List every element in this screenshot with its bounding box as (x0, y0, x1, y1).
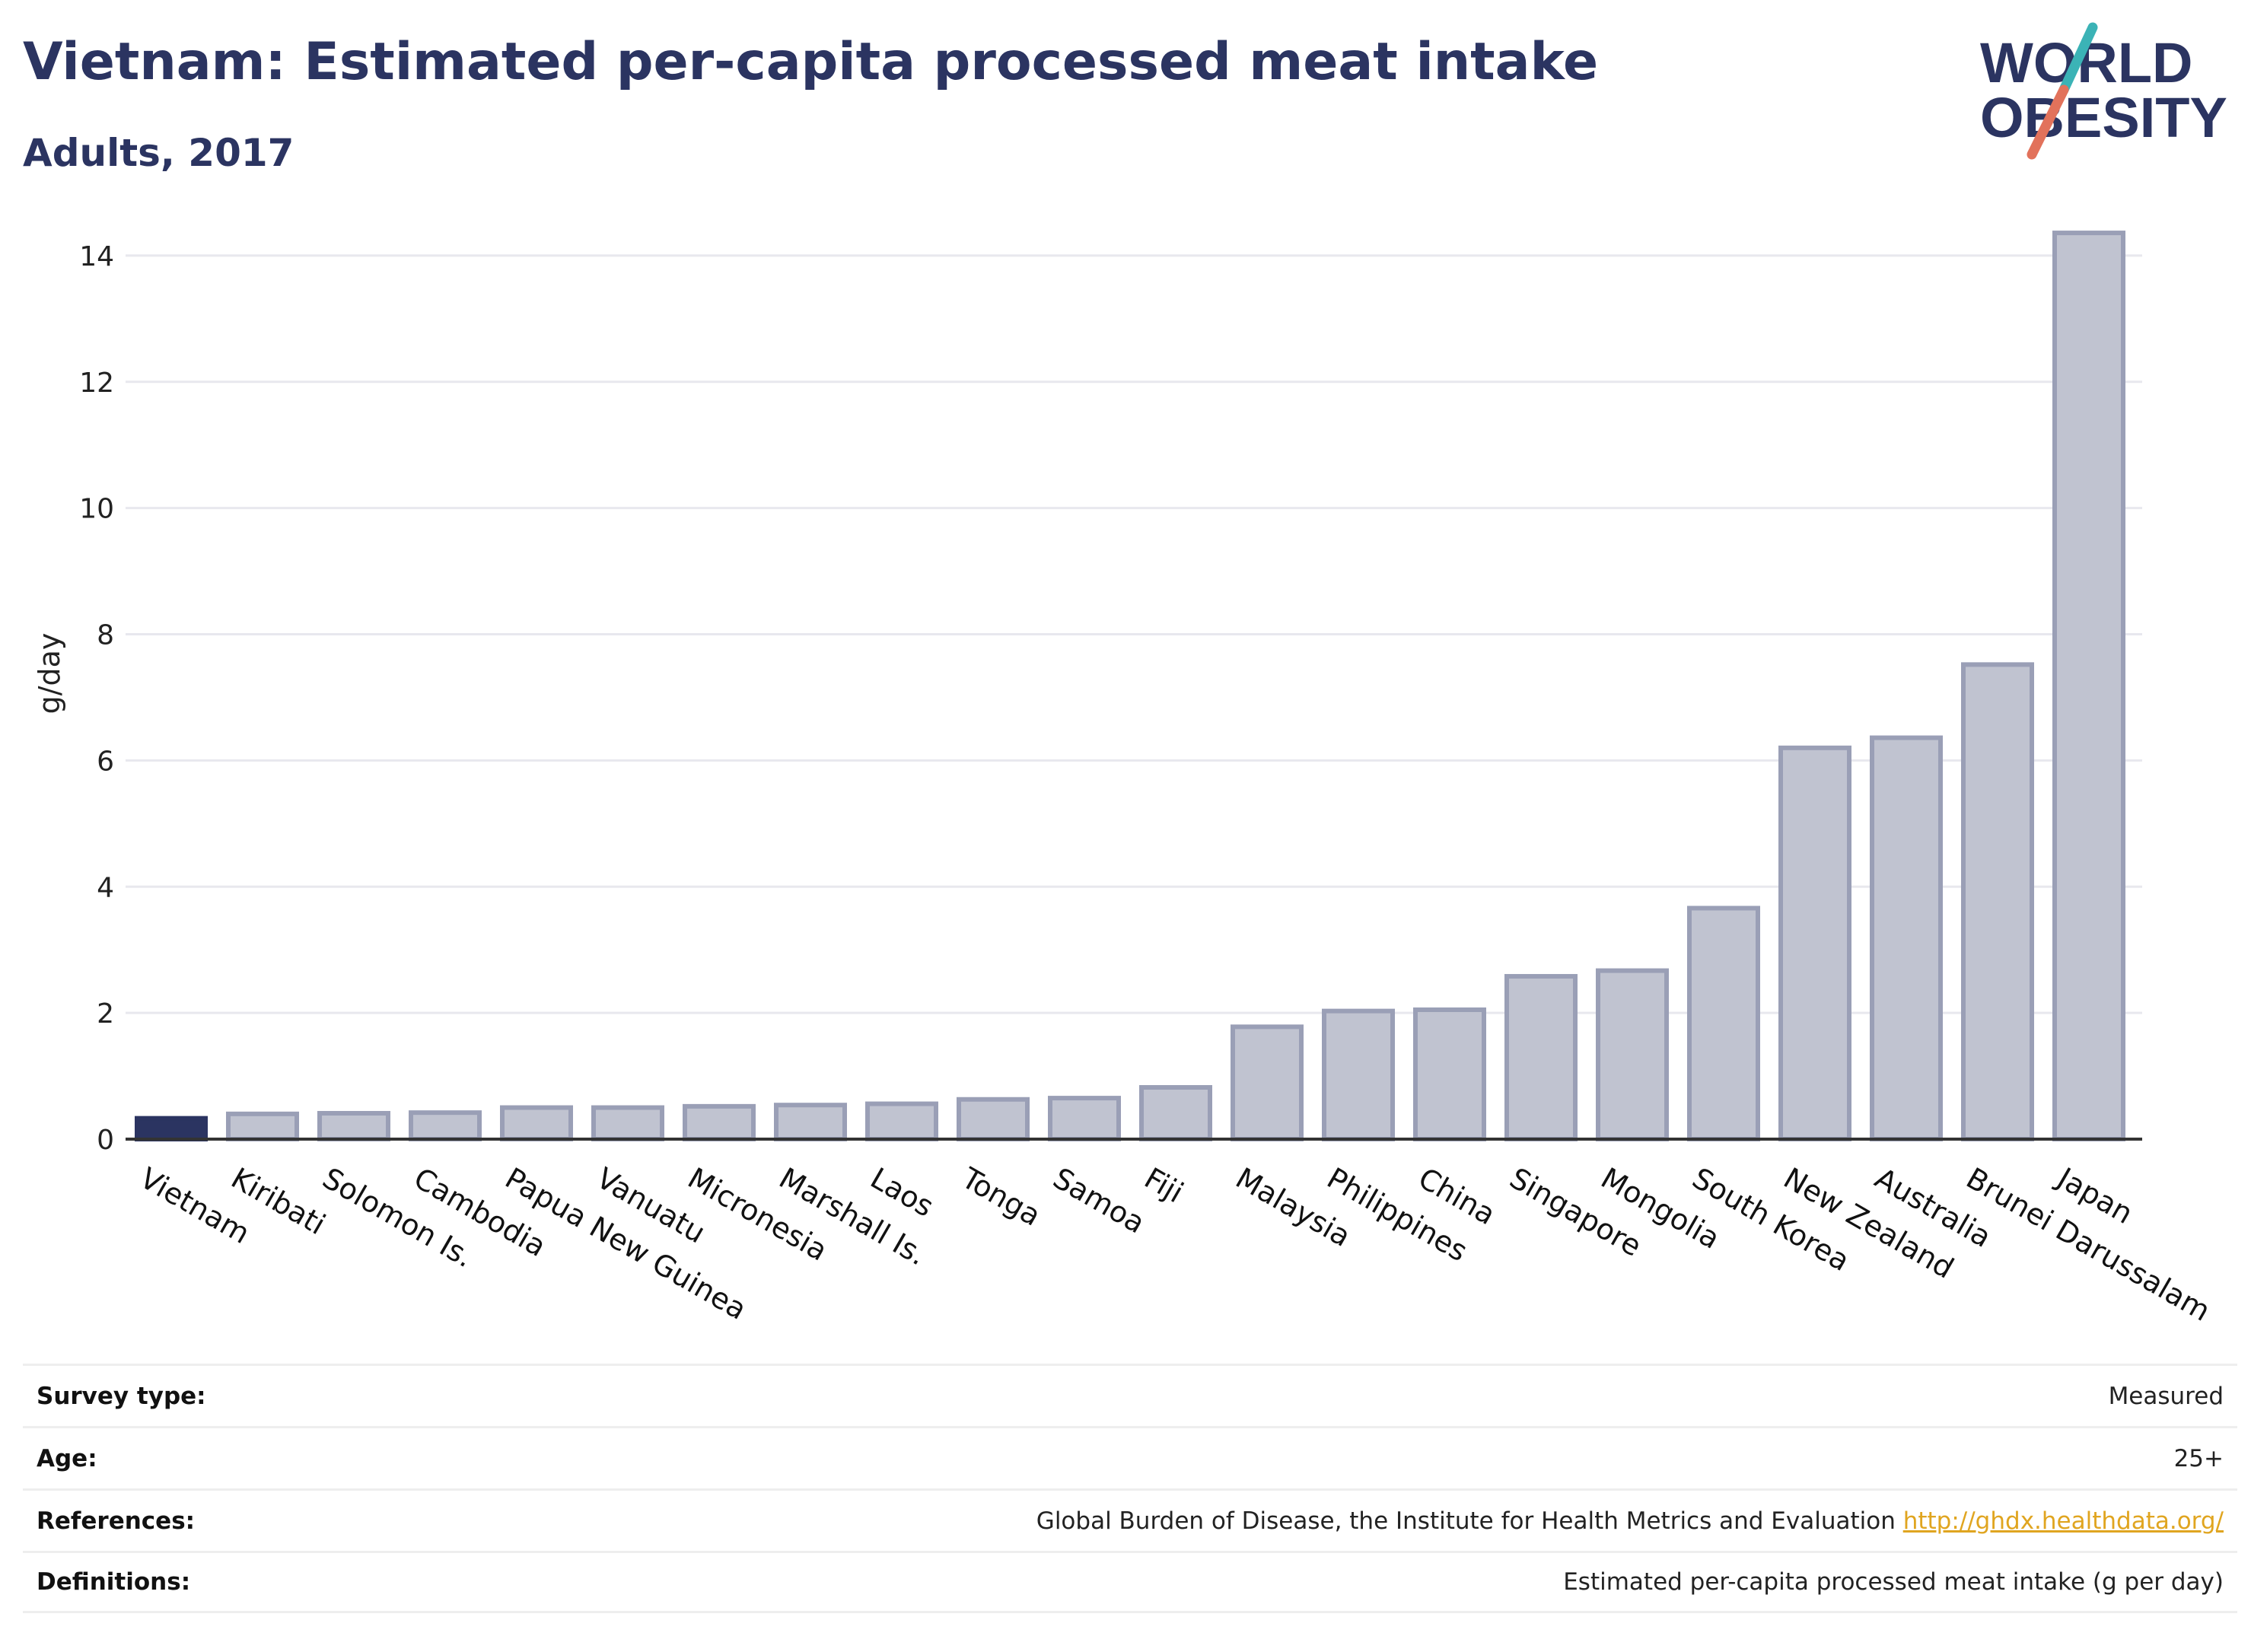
meta-row-references: References: Global Burden of Disease, th… (23, 1488, 2237, 1551)
bar-vietnam (135, 1116, 208, 1141)
chart-title: Vietnam: Estimated per-capita processed … (23, 32, 1599, 92)
bar-south-korea (1687, 906, 1760, 1141)
y-tick-label: 0 (97, 1125, 114, 1156)
x-tick-label: Samoa (1048, 1161, 1151, 1240)
bar-cambodia (409, 1110, 482, 1141)
bar-japan (2052, 231, 2125, 1141)
meta-value: 25+ (2173, 1444, 2224, 1472)
meta-label: Definitions: (37, 1568, 191, 1596)
reference-text: Global Burden of Disease, the Institute … (1036, 1507, 1896, 1535)
reference-link[interactable]: http://ghdx.healthdata.org/ (1902, 1507, 2224, 1535)
world-obesity-logo: WORLD OBESITY (1980, 22, 2227, 160)
bar-samoa (1048, 1096, 1121, 1142)
metadata-table: Survey type: Measured Age: 25+ Reference… (23, 1364, 2237, 1613)
bar-tonga (957, 1097, 1030, 1141)
bar-philippines (1322, 1008, 1395, 1142)
y-tick-label: 14 (79, 241, 114, 272)
bar-new-zealand (1778, 745, 1851, 1141)
meta-value: Measured (2108, 1382, 2224, 1410)
meta-label: References: (37, 1507, 196, 1535)
bar-mongolia (1596, 968, 1669, 1141)
bars (135, 231, 2125, 1142)
y-tick-labels: 0 2 4 6 8 10 12 14 (79, 241, 114, 1156)
bar-brunei-darussalam (1961, 662, 2034, 1141)
meta-row-definitions: Definitions: Estimated per-capita proces… (23, 1551, 2237, 1613)
x-tick-label: Tonga (956, 1160, 1046, 1232)
bar-china (1413, 1007, 1486, 1142)
bar-fiji (1139, 1084, 1212, 1141)
bar-solomon-is (317, 1110, 390, 1141)
y-tick-label: 12 (79, 368, 114, 399)
logo-slash-bottom (2027, 84, 2069, 160)
bar-laos (865, 1101, 938, 1142)
chart-subtitle: Adults, 2017 (23, 131, 295, 175)
bar-malaysia (1231, 1024, 1304, 1141)
bar-vanuatu (591, 1105, 664, 1141)
y-tick-label: 6 (97, 746, 114, 777)
bar-singapore (1504, 974, 1578, 1141)
y-tick-label: 8 (97, 620, 114, 651)
y-axis-label: g/day (33, 633, 66, 715)
logo-slash-top (2058, 22, 2098, 95)
bar-kiribati (226, 1111, 299, 1141)
meta-row-age: Age: 25+ (23, 1426, 2237, 1488)
x-tick-label: Fiji (1139, 1161, 1189, 1209)
meta-row-survey-type: Survey type: Measured (23, 1364, 2237, 1426)
meta-label: Age: (37, 1444, 97, 1472)
bar-australia (1870, 735, 1943, 1141)
meta-value: Estimated per-capita processed meat inta… (1563, 1568, 2224, 1596)
y-tick-label: 2 (97, 998, 114, 1030)
meta-value: Global Burden of Disease, the Institute … (1036, 1507, 2224, 1535)
bar-marshall-is (774, 1103, 847, 1141)
meta-label: Survey type: (37, 1382, 206, 1410)
y-tick-label: 4 (97, 872, 114, 903)
bar-micronesia (683, 1103, 756, 1141)
logo-line2: OBESITY (1980, 86, 2227, 149)
y-tick-label: 10 (79, 494, 114, 525)
bar-papua-new-guinea (500, 1105, 573, 1141)
